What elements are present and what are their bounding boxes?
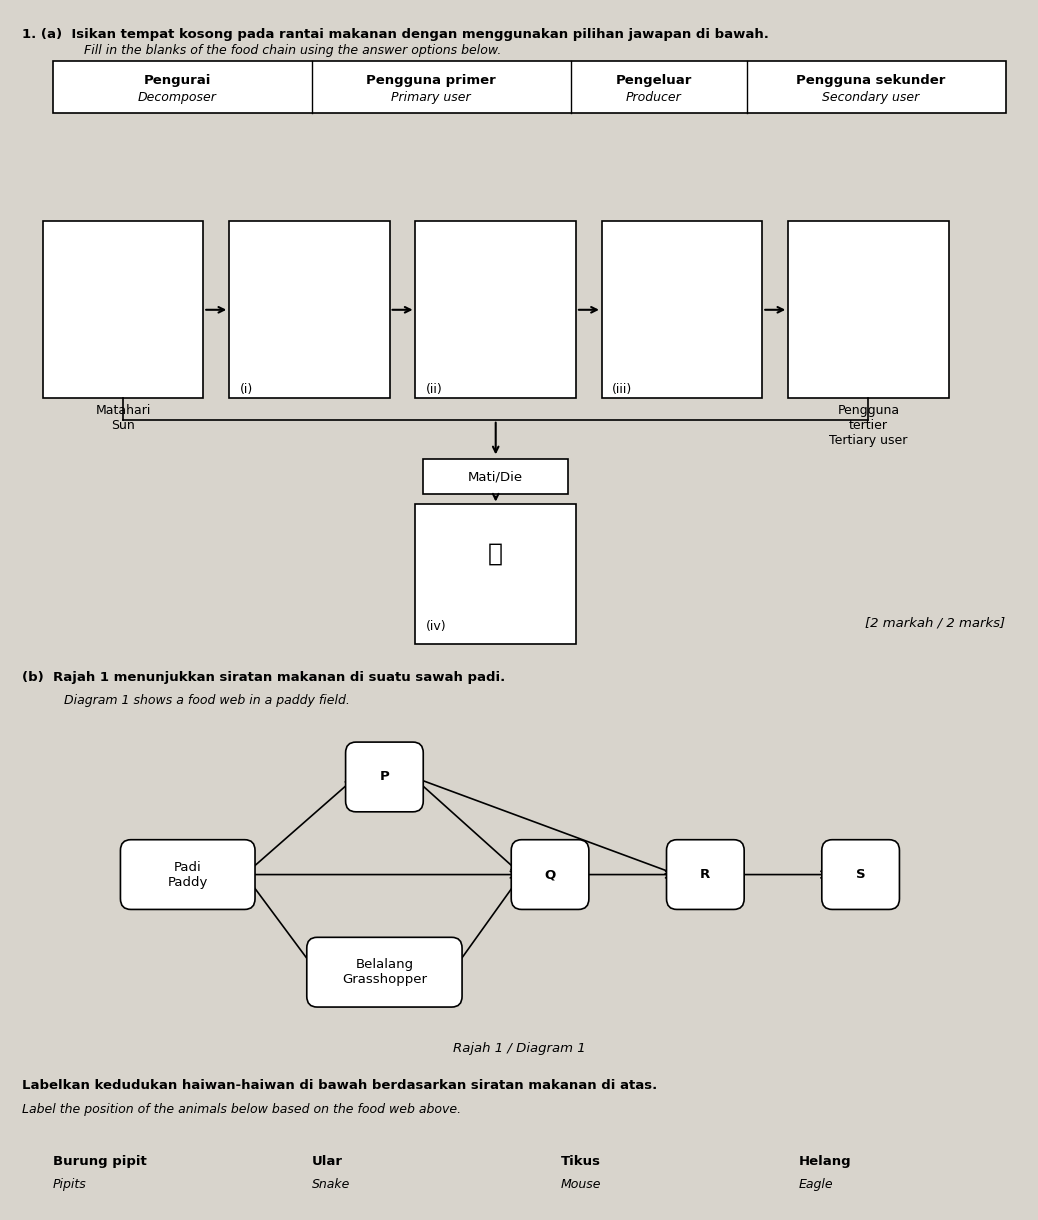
FancyBboxPatch shape <box>229 221 389 398</box>
Text: Eagle: Eagle <box>798 1179 834 1191</box>
Text: S: S <box>855 869 866 881</box>
FancyBboxPatch shape <box>307 937 462 1006</box>
FancyBboxPatch shape <box>415 221 576 398</box>
Text: Belalang
Grasshopper: Belalang Grasshopper <box>342 958 427 986</box>
Text: Pipits: Pipits <box>53 1179 87 1191</box>
FancyBboxPatch shape <box>424 460 568 494</box>
Text: Rajah 1 / Diagram 1: Rajah 1 / Diagram 1 <box>453 1042 585 1055</box>
Text: Tikus: Tikus <box>561 1154 600 1168</box>
Text: (iii): (iii) <box>612 383 632 396</box>
Text: 🍄: 🍄 <box>488 542 503 565</box>
FancyBboxPatch shape <box>918 1149 1021 1219</box>
Text: [2 markah / 2 marks]: [2 markah / 2 marks] <box>866 617 1006 630</box>
Text: R: R <box>701 869 710 881</box>
Text: Pengeluar: Pengeluar <box>616 74 691 88</box>
FancyBboxPatch shape <box>666 839 744 909</box>
FancyBboxPatch shape <box>415 505 576 644</box>
FancyBboxPatch shape <box>43 221 203 398</box>
Text: Producer: Producer <box>626 92 682 105</box>
Text: (b)  Rajah 1 menunjukkan siratan makanan di suatu sawah padi.: (b) Rajah 1 menunjukkan siratan makanan … <box>22 671 506 683</box>
Text: Matahari
Sun: Matahari Sun <box>95 404 151 432</box>
Text: Labelkan kedudukan haiwan-haiwan di bawah berdasarkan siratan makanan di atas.: Labelkan kedudukan haiwan-haiwan di bawa… <box>22 1080 657 1092</box>
Text: Secondary user: Secondary user <box>822 92 920 105</box>
FancyBboxPatch shape <box>680 1149 783 1219</box>
Text: P: P <box>380 771 389 783</box>
Text: Ular: Ular <box>312 1154 343 1168</box>
Text: Pengguna
tertier
Tertiary user: Pengguna tertier Tertiary user <box>829 404 907 447</box>
FancyBboxPatch shape <box>120 839 255 909</box>
Text: Decomposer: Decomposer <box>138 92 217 105</box>
Text: Padi
Paddy: Padi Paddy <box>167 860 208 888</box>
FancyBboxPatch shape <box>788 221 949 398</box>
Text: Pengurai: Pengurai <box>143 74 211 88</box>
FancyBboxPatch shape <box>53 61 1006 113</box>
Text: Mati/Die: Mati/Die <box>468 470 523 483</box>
Text: Snake: Snake <box>312 1179 351 1191</box>
Text: Pengguna sekunder: Pengguna sekunder <box>796 74 946 88</box>
Text: (i): (i) <box>240 383 252 396</box>
Text: Q: Q <box>545 869 555 881</box>
Text: 1. (a)  Isikan tempat kosong pada rantai makanan dengan menggunakan pilihan jawa: 1. (a) Isikan tempat kosong pada rantai … <box>22 28 769 41</box>
Text: Helang: Helang <box>798 1154 851 1168</box>
FancyBboxPatch shape <box>346 742 424 811</box>
FancyBboxPatch shape <box>602 221 762 398</box>
Text: Burung pipit: Burung pipit <box>53 1154 147 1168</box>
Text: (iv): (iv) <box>426 620 446 633</box>
Text: Fill in the blanks of the food chain using the answer options below.: Fill in the blanks of the food chain usi… <box>84 44 501 57</box>
Text: Diagram 1 shows a food web in a paddy field.: Diagram 1 shows a food web in a paddy fi… <box>63 694 350 708</box>
Text: Mouse: Mouse <box>561 1179 601 1191</box>
Text: Pengguna primer: Pengguna primer <box>366 74 496 88</box>
FancyBboxPatch shape <box>822 839 900 909</box>
Text: Primary user: Primary user <box>391 92 471 105</box>
Text: Label the position of the animals below based on the food web above.: Label the position of the animals below … <box>22 1103 461 1116</box>
FancyBboxPatch shape <box>512 839 589 909</box>
FancyBboxPatch shape <box>172 1149 276 1219</box>
Text: (ii): (ii) <box>426 383 442 396</box>
FancyBboxPatch shape <box>431 1149 535 1219</box>
